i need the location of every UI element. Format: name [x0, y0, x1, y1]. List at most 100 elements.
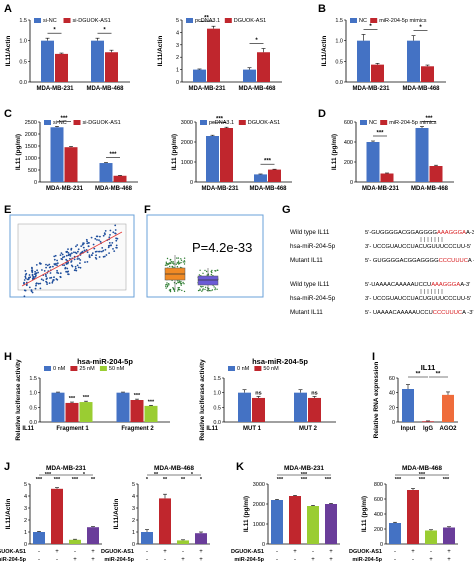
box-point [171, 266, 174, 268]
scatter-point [42, 279, 45, 282]
scatter-point [56, 271, 58, 274]
seq-text: 5'-GUGGGGACGGAGGGGAAAGGGAA-3' [365, 230, 474, 236]
k1-sig-mark: *** [325, 477, 332, 483]
scatter-point [103, 232, 106, 235]
scatter-point [53, 258, 56, 261]
k2-sig-mark: *** [419, 472, 426, 478]
seq-text: 5'- UAAAACAAAAAUCCUCCCUUUCA -3' [365, 310, 474, 316]
h1-bar [116, 392, 130, 422]
c2-bar [268, 169, 281, 182]
panel-label-d: D [318, 108, 326, 120]
j2-treatment-sign: + [199, 557, 203, 563]
scatter-point [75, 269, 78, 272]
d1-legend-label: NC [369, 120, 377, 126]
scatter-point [82, 242, 84, 245]
scatter-point [88, 254, 91, 256]
k2-ytick-label: 600 [374, 497, 383, 503]
i1-ytick-label: 60 [389, 376, 395, 382]
a1-bars: MDA-MB-231 * MDA-MB-468 * [36, 28, 124, 92]
scatter-point [51, 281, 54, 284]
scatter-point [53, 279, 55, 281]
scatter-point [88, 242, 90, 244]
box-point [205, 270, 208, 273]
seq-label: Mutant IL11 [290, 309, 323, 316]
a1-ytick-label: 1.5 [19, 18, 27, 24]
c1-legend: si-NC si-DGUOK-AS1 [44, 120, 121, 126]
j1-ylabel: IL11/Actin [5, 499, 12, 530]
h1-bar [51, 392, 65, 422]
scatter-point [39, 282, 42, 285]
panel-label-h: H [4, 351, 12, 363]
k1-treatment-sign: + [293, 549, 297, 555]
box-point [177, 281, 180, 284]
scatter-point [23, 295, 26, 298]
h2-title: hsa-miR-204-5p [252, 357, 308, 366]
d1-ytick-label: 200 [344, 160, 353, 166]
k1-bars: *** *** ******DGUOK-AS1- + - +miR-204-5p - - + + [231, 472, 337, 563]
seq-part: U-5' [461, 244, 471, 250]
box-point [164, 264, 167, 266]
h1-sig-mark: *** [134, 393, 141, 399]
scatter-point [34, 287, 37, 290]
c2-ytick-label: 1000 [181, 160, 193, 166]
seq-label: hsa-miR-204-5p [290, 243, 336, 250]
i1-ytick-label: 0 [392, 420, 395, 426]
a2-bar [257, 52, 270, 82]
j1-sig-mark: *** [36, 477, 43, 483]
c1-sig-mark: *** [60, 116, 68, 122]
scatter-point [99, 235, 101, 238]
d1-bar [366, 142, 380, 182]
k2-sig-mark: *** [443, 477, 450, 483]
scatter-point [87, 245, 90, 248]
h1-ytick-label: 1.5 [29, 376, 37, 382]
scatter-point [71, 252, 73, 255]
scatter-point [54, 254, 57, 257]
box-point [175, 263, 177, 265]
j2-treatment-sign: - [146, 549, 148, 555]
c1-legend-label: si-DGUOK-AS1 [83, 120, 121, 126]
a1-xtick-label: MDA-MB-231 [36, 86, 74, 92]
box-point [166, 264, 168, 266]
a2-legend-label: pcDNA3.1 [195, 18, 220, 24]
j2-sig-mark: * [200, 477, 203, 483]
c2-sig-mark: *** [216, 117, 224, 123]
c2-legend-label: pcDNA3.1 [209, 120, 234, 126]
i1-title: IL11 [421, 363, 436, 372]
box-point [177, 287, 179, 289]
k2-treatment-label: DGUOK-AS1 [349, 549, 382, 555]
i1-bar [422, 421, 434, 423]
a2-bar [207, 28, 220, 82]
box-point [169, 258, 172, 261]
c1-sig-mark: *** [109, 152, 117, 158]
k2-bar [407, 490, 419, 544]
h2-legend-label: 0 nM [237, 366, 250, 372]
panel-label-j: J [4, 461, 10, 473]
k2-sig-mark: *** [419, 477, 426, 483]
seq-part: 5'-GUGGGGACGGAGGGG [365, 230, 437, 236]
i1-bar [402, 389, 414, 422]
box-point [165, 284, 167, 286]
box-point [165, 285, 167, 287]
scatter-point [104, 248, 107, 251]
box-point [172, 261, 175, 263]
a1-sig-mark: * [53, 28, 56, 34]
box-point [216, 288, 218, 290]
box-point [170, 261, 172, 263]
c2-legend: pcDNA3.1 DGUOK-AS1 [200, 120, 280, 126]
b1-ylabel: IL11/Actin [321, 36, 328, 67]
scatter-point [77, 266, 80, 269]
h1-title: hsa-miR-204-5p [77, 357, 133, 366]
scatter-point [76, 258, 79, 260]
h1-bar [130, 400, 144, 422]
scatter-point [86, 261, 89, 263]
j2-ytick-label: 0 [132, 542, 135, 548]
box-point [176, 257, 178, 259]
h1-legend-swatch [99, 366, 107, 371]
a1-sig-mark: * [103, 28, 106, 34]
scatter-point [109, 234, 111, 236]
k1-treatment-label: miR-204-5p [234, 557, 264, 563]
k2-ytick-label: 200 [374, 527, 383, 533]
c1-legend-swatch [73, 120, 81, 125]
j1-treatment-label: DGUOK-AS1 [0, 549, 26, 555]
